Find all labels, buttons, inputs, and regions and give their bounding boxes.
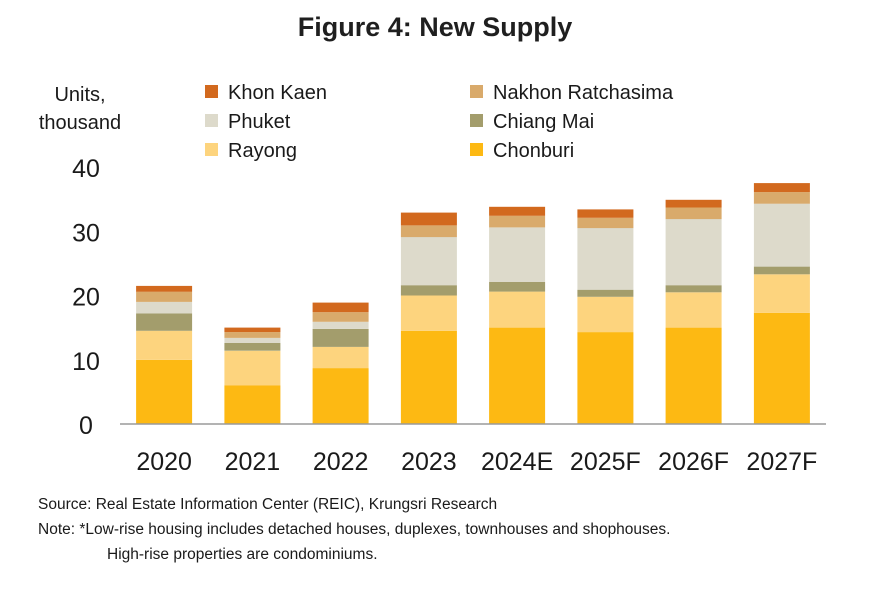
bar-segment-chonburi: [753, 312, 810, 424]
bar-segment-chonburi: [489, 327, 546, 424]
bar-segment-phuket: [665, 219, 722, 286]
bar-segment-phuket: [400, 237, 457, 286]
bar-segment-nakhon-ratchasima: [312, 312, 369, 322]
x-tick-label: 2023: [401, 448, 457, 476]
bar-segment-chiang-mai: [489, 282, 546, 292]
bar-segment-nakhon-ratchasima: [224, 332, 281, 338]
bar-segment-khon-kaen: [577, 209, 634, 218]
y-axis-label: Units, thousand: [39, 84, 121, 134]
x-tick-label: 2025F: [570, 448, 641, 476]
y-axis-label-line: Units,: [54, 84, 105, 106]
y-tick-label: 40: [72, 155, 100, 183]
bar-segment-chiang-mai: [136, 313, 193, 331]
bar-segment-chonburi: [665, 327, 722, 424]
bar-segment-khon-kaen: [136, 285, 193, 292]
chart-title: Figure 4: New Supply: [297, 12, 573, 42]
legend: Khon Kaen Nakhon Ratchasima Phuket Chiang M…: [205, 82, 674, 162]
bar-segment-rayong: [312, 346, 369, 369]
legend-swatch: [205, 114, 218, 127]
legend-label: Phuket: [228, 111, 291, 133]
bar-segment-nakhon-ratchasima: [665, 207, 722, 220]
bar-segment-chonburi: [312, 368, 369, 424]
source-note: Source: Real Estate Information Center (…: [38, 496, 498, 513]
bar-segment-chiang-mai: [312, 328, 369, 347]
bar-segment-chiang-mai: [753, 266, 810, 275]
bar-segment-rayong: [665, 292, 722, 328]
bar-segment-chiang-mai: [224, 343, 281, 351]
bar-segment-chiang-mai: [665, 285, 722, 293]
bar-segment-rayong: [136, 330, 193, 360]
bar-segment-chiang-mai: [400, 285, 457, 296]
bar-segment-chonburi: [136, 359, 193, 425]
y-tick-label: 10: [72, 348, 100, 376]
x-tick-label: 2027F: [746, 448, 817, 476]
bar-segment-rayong: [577, 296, 634, 333]
legend-label: Rayong: [228, 140, 297, 162]
bar-segment-khon-kaen: [665, 199, 722, 208]
y-tick-label: 20: [72, 284, 100, 312]
legend-swatch: [205, 143, 218, 156]
y-axis-label-line: thousand: [39, 112, 121, 134]
legend-swatch: [470, 114, 483, 127]
x-tick-label: 2024E: [481, 448, 553, 476]
bar-segment-chonburi: [400, 330, 457, 424]
bar-segment-chonburi: [577, 332, 634, 424]
x-tick-label: 2021: [225, 448, 281, 476]
legend-label: Khon Kaen: [228, 82, 327, 104]
stacked-bar-chart: Units, thousand Khon Kaen Nakhon Ratchasim…: [39, 82, 826, 476]
bar-segment-phuket: [224, 337, 281, 343]
x-tick-label: 2020: [136, 448, 192, 476]
bar-segment-khon-kaen: [224, 327, 281, 333]
bar-segment-phuket: [577, 228, 634, 290]
y-tick-label: 30: [72, 219, 100, 247]
footnote-line-1: Note: *Low-rise housing includes detache…: [38, 521, 671, 538]
bar-segment-phuket: [312, 321, 369, 329]
legend-swatch: [470, 85, 483, 98]
bar-segment-nakhon-ratchasima: [400, 225, 457, 238]
bar-segment-chonburi: [224, 385, 281, 424]
bar-segment-rayong: [753, 274, 810, 313]
x-tick-label: 2022: [313, 448, 369, 476]
footnote-line-2: High-rise properties are condominiums.: [107, 546, 378, 563]
legend-swatch: [470, 143, 483, 156]
bar-segment-khon-kaen: [400, 212, 457, 226]
bar-segment-rayong: [224, 350, 281, 386]
bar-segment-khon-kaen: [753, 183, 810, 193]
bar-segment-rayong: [400, 295, 457, 331]
x-axis: 2020 2021 2022 2023 2024E 2025F 2026F 2027F: [120, 423, 826, 476]
bar-segment-phuket: [136, 301, 193, 314]
x-tick-label: 2026F: [658, 448, 729, 476]
y-tick-label: 0: [79, 412, 93, 440]
y-axis-ticks: 0 10 20 30 40: [72, 155, 100, 440]
bar-segment-nakhon-ratchasima: [136, 291, 193, 302]
bar-segment-nakhon-ratchasima: [489, 215, 546, 228]
legend-label: Nakhon Ratchasima: [493, 82, 674, 104]
legend-label: Chiang Mai: [493, 111, 594, 133]
bar-segment-khon-kaen: [489, 206, 546, 216]
bar-segment-rayong: [489, 291, 546, 328]
bar-segment-phuket: [753, 203, 810, 267]
legend-label: Chonburi: [493, 140, 574, 162]
bar-segment-nakhon-ratchasima: [577, 217, 634, 229]
bar-segment-khon-kaen: [312, 302, 369, 313]
bar-segment-chiang-mai: [577, 289, 634, 297]
bars: [136, 183, 810, 425]
bar-segment-nakhon-ratchasima: [753, 192, 810, 204]
bar-segment-phuket: [489, 227, 546, 282]
legend-swatch: [205, 85, 218, 98]
